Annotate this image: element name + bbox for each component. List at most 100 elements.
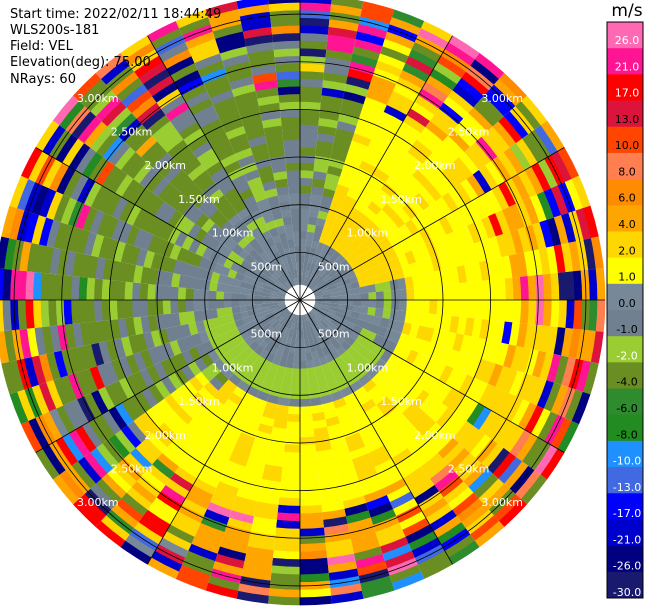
- velocity-gate: [478, 165, 499, 190]
- velocity-gate: [295, 253, 300, 263]
- velocity-gate: [284, 147, 300, 156]
- velocity-gate: [412, 352, 426, 369]
- velocity-gate: [263, 246, 274, 257]
- velocity-gate: [108, 300, 118, 320]
- velocity-gate: [522, 375, 540, 403]
- velocity-gate: [236, 0, 269, 10]
- velocity-gate: [328, 19, 359, 32]
- velocity-gate: [135, 442, 158, 465]
- velocity-gate: [208, 280, 218, 292]
- velocity-gate: [246, 385, 260, 398]
- velocity-gate: [302, 269, 307, 278]
- velocity-gate: [145, 172, 164, 193]
- velocity-gate: [519, 300, 530, 324]
- velocity-gate: [270, 573, 300, 583]
- velocity-gate: [330, 272, 340, 281]
- velocity-gate: [188, 207, 204, 224]
- velocity-gate: [141, 141, 163, 163]
- velocity-gate: [294, 345, 300, 354]
- velocity-gate: [357, 194, 372, 208]
- velocity-gate: [301, 314, 305, 324]
- velocity-gate: [351, 132, 372, 147]
- velocity-gate: [268, 595, 300, 606]
- velocity-gate: [339, 105, 362, 119]
- velocity-gate: [357, 561, 388, 577]
- velocity-gate: [454, 183, 473, 205]
- velocity-gate: [290, 321, 296, 331]
- velocity-gate: [449, 315, 460, 334]
- colorbar-tick-label: 13.0: [615, 113, 640, 126]
- velocity-gate: [223, 291, 232, 300]
- velocity-gate: [170, 517, 198, 538]
- velocity-gate: [87, 321, 99, 345]
- velocity-gate: [315, 217, 327, 228]
- velocity-gate: [197, 522, 225, 540]
- velocity-gate: [339, 481, 362, 495]
- velocity-gate: [429, 114, 454, 136]
- velocity-gate: [275, 527, 300, 537]
- velocity-gate: [473, 101, 499, 127]
- velocity-gate: [300, 215, 309, 225]
- velocity-gate: [377, 53, 406, 71]
- velocity-gate: [311, 284, 319, 292]
- velocity-gates: [0, 0, 606, 606]
- velocity-gate: [213, 358, 227, 372]
- velocity-gate: [337, 300, 347, 305]
- velocity-gate: [290, 337, 297, 346]
- velocity-gate: [512, 276, 522, 300]
- velocity-gate: [55, 437, 78, 467]
- velocity-gate: [437, 141, 459, 163]
- velocity-gate: [232, 386, 247, 400]
- velocity-gate: [373, 228, 387, 242]
- velocity-gate: [230, 292, 240, 300]
- velocity-gate: [53, 377, 71, 406]
- velocity-gate: [237, 207, 251, 220]
- velocity-gate: [38, 188, 57, 218]
- velocity-gate: [458, 151, 480, 175]
- velocity-gate: [227, 268, 238, 279]
- velocity-gate: [319, 284, 329, 291]
- velocity-gate: [112, 463, 137, 488]
- velocity-gate: [205, 423, 224, 440]
- velocity-gate: [104, 193, 122, 217]
- range-ring: [108, 108, 492, 492]
- velocity-gate: [517, 402, 538, 430]
- range-ring: [251, 251, 349, 349]
- velocity-gate: [311, 411, 326, 422]
- velocity-gate: [377, 529, 406, 547]
- velocity-gate: [341, 488, 364, 502]
- velocity-gate: [305, 238, 313, 248]
- velocity-gate: [412, 139, 433, 159]
- velocity-gate: [333, 276, 343, 285]
- velocity-gate: [196, 147, 217, 165]
- velocity-gate: [276, 365, 286, 375]
- velocity-gate: [162, 531, 192, 552]
- velocity-gate: [337, 322, 347, 332]
- velocity-gate: [53, 350, 68, 378]
- velocity-gate: [466, 243, 480, 264]
- velocity-gate: [486, 126, 511, 153]
- range-ring-label: 3.00km: [481, 92, 523, 105]
- velocity-gate: [588, 268, 598, 300]
- velocity-gate: [380, 402, 398, 418]
- velocity-gate: [68, 429, 91, 458]
- velocity-gate: [260, 272, 270, 281]
- velocity-gate: [279, 275, 287, 283]
- velocity-gate: [564, 389, 584, 422]
- velocity-gate: [484, 189, 503, 214]
- velocity-gate: [293, 269, 298, 278]
- velocity-gate: [209, 376, 224, 391]
- velocity-gate: [287, 413, 300, 423]
- azimuth-line: [35, 299, 301, 453]
- velocity-gate: [481, 339, 495, 362]
- velocity-gate: [90, 233, 105, 258]
- velocity-gate: [238, 399, 254, 412]
- velocity-gate: [205, 582, 239, 599]
- velocity-gate: [311, 334, 319, 344]
- velocity-gate: [406, 300, 415, 312]
- velocity-gate: [253, 322, 263, 332]
- colorbar-tick-label: -30.0: [613, 586, 641, 599]
- velocity-gate: [156, 126, 179, 148]
- velocity-gate: [300, 337, 305, 347]
- velocity-gate: [404, 335, 417, 350]
